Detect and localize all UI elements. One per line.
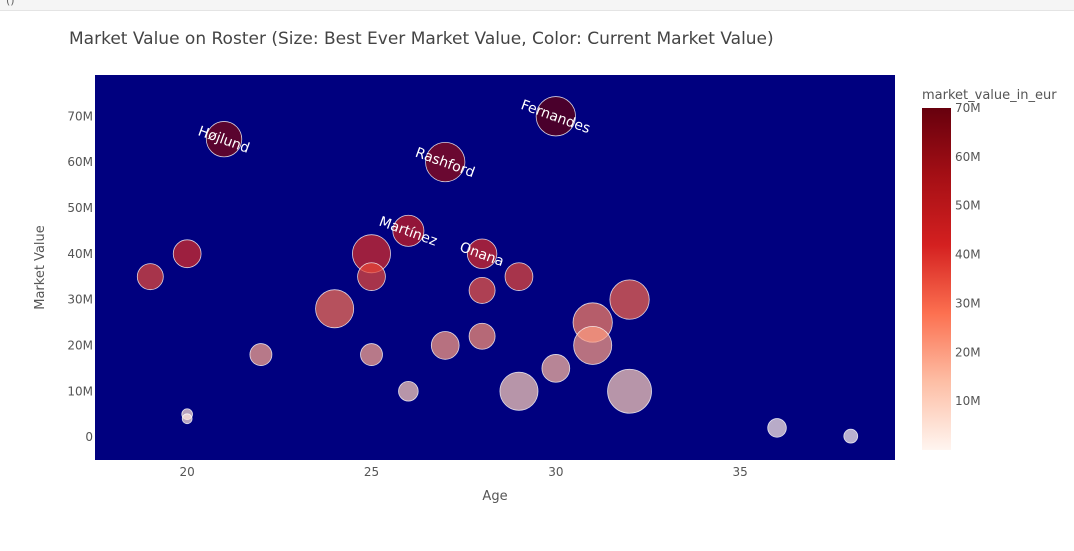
data-point[interactable] — [573, 325, 613, 365]
y-tick-label: 60M — [67, 155, 93, 169]
data-point[interactable] — [249, 343, 273, 366]
data-point[interactable] — [360, 343, 383, 366]
data-point[interactable] — [468, 277, 496, 304]
data-point[interactable] — [172, 239, 202, 269]
data-point[interactable] — [357, 262, 386, 291]
cell-code-fragment: () — [6, 0, 15, 7]
colorbar-tick-label: 40M — [955, 248, 981, 262]
data-point[interactable] — [181, 413, 193, 425]
x-axis-title: Age — [482, 489, 507, 504]
data-point[interactable] — [767, 418, 787, 438]
data-point[interactable] — [392, 214, 425, 247]
data-point[interactable] — [205, 121, 243, 158]
y-tick-label: 30M — [67, 293, 93, 307]
data-point[interactable] — [136, 263, 164, 291]
colorbar-tick-label: 50M — [955, 199, 981, 213]
chart-title: Market Value on Roster (Size: Best Ever … — [69, 29, 774, 49]
data-point[interactable] — [535, 96, 576, 137]
data-point[interactable] — [607, 368, 652, 414]
y-tick-label: 0 — [85, 430, 93, 444]
colorbar-tick-label: 70M — [955, 101, 981, 115]
notebook-cell-strip: () — [0, 0, 1074, 11]
data-point[interactable] — [468, 322, 496, 350]
y-tick-label: 10M — [67, 384, 93, 398]
data-point[interactable] — [541, 354, 571, 383]
x-tick-label: 25 — [364, 465, 379, 479]
data-point[interactable] — [499, 371, 539, 411]
y-tick-label: 20M — [67, 338, 93, 352]
data-point[interactable] — [504, 262, 534, 291]
x-tick-label: 20 — [180, 465, 195, 479]
data-point[interactable] — [609, 279, 650, 320]
colorbar — [922, 108, 951, 450]
colorbar-tick-label: 60M — [955, 150, 981, 164]
x-tick-label: 35 — [733, 465, 748, 479]
colorbar-tick-label: 30M — [955, 296, 981, 310]
x-tick-label: 30 — [548, 465, 563, 479]
data-point[interactable] — [843, 428, 859, 444]
data-point[interactable] — [425, 142, 466, 183]
colorbar-tick-label: 20M — [955, 345, 981, 359]
data-point[interactable] — [466, 238, 498, 269]
y-tick-label: 70M — [67, 109, 93, 123]
data-point[interactable] — [398, 381, 419, 402]
y-axis-title: Market Value — [33, 225, 48, 310]
colorbar-title: market_value_in_eur — [922, 88, 1057, 103]
data-point[interactable] — [315, 289, 355, 329]
data-point[interactable] — [430, 331, 460, 360]
y-tick-label: 50M — [67, 201, 93, 215]
colorbar-tick-label: 10M — [955, 394, 981, 408]
y-tick-label: 40M — [67, 247, 93, 261]
